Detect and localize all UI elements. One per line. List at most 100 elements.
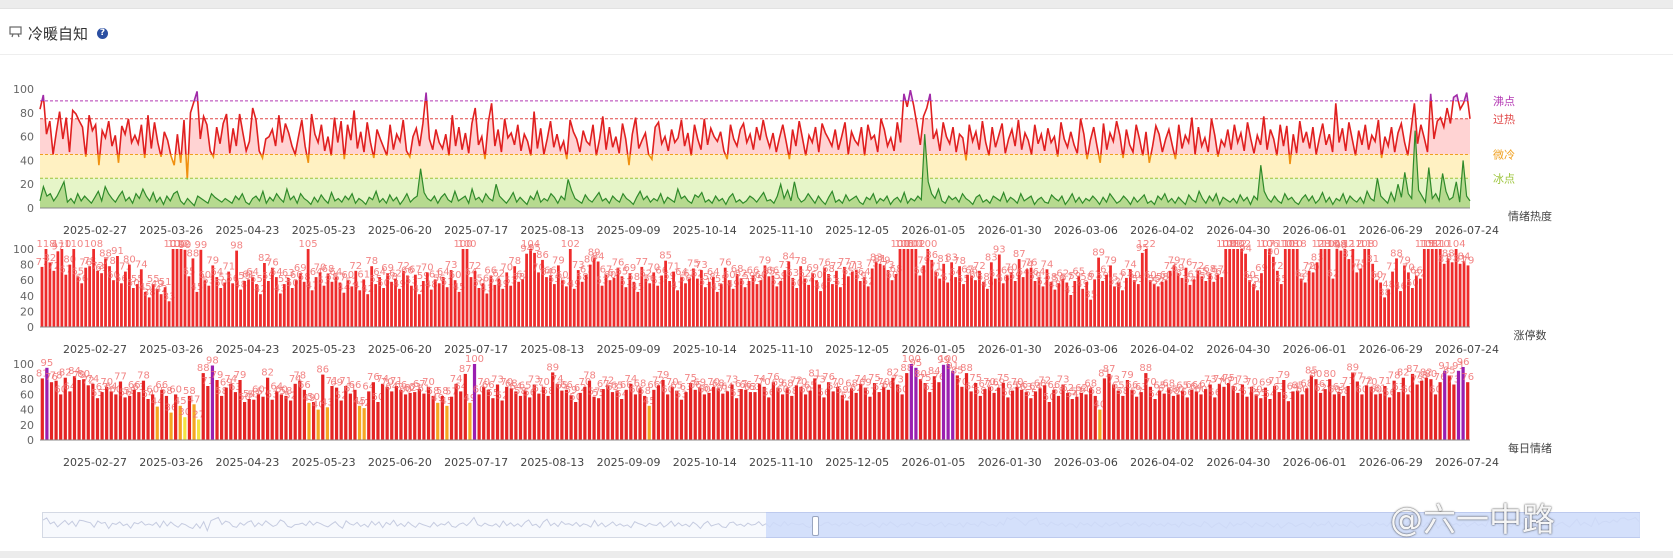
bar <box>803 394 808 440</box>
bar <box>197 419 201 440</box>
bar-data-label: 79 <box>1168 255 1181 266</box>
bar-data-label: 55 <box>369 274 382 285</box>
bar-data-label: 61 <box>242 269 255 280</box>
bar-data-label: 70 <box>314 262 327 273</box>
bar-data-label: 52 <box>560 276 573 287</box>
bar <box>1433 394 1438 440</box>
bar-data-label: 102 <box>906 239 925 250</box>
bar <box>489 275 493 327</box>
bar-data-label: 108 <box>1216 239 1235 250</box>
bar-data-label: 70 <box>421 262 434 273</box>
bar-data-label: 59 <box>1029 271 1042 282</box>
bar-data-label: 74 <box>551 374 564 385</box>
bar-data-label: 64 <box>437 267 450 278</box>
bar-data-label: 68 <box>1203 264 1216 275</box>
bar-data-label: 87 <box>1103 364 1116 375</box>
bar-data-label: 82 <box>1397 368 1410 379</box>
bar-data-label: 57 <box>334 273 347 284</box>
bar <box>615 390 619 440</box>
bar <box>1121 395 1125 440</box>
bar-data-label: 81 <box>1438 254 1451 265</box>
bar-data-label: 43 <box>481 284 494 295</box>
bar <box>1318 392 1323 440</box>
bar-data-label: 58 <box>123 386 136 397</box>
help-icon[interactable]: ? <box>97 28 108 39</box>
bar <box>776 387 780 440</box>
bar <box>608 280 612 327</box>
bar-data-label: 76 <box>266 258 279 269</box>
bar <box>1263 387 1267 440</box>
bar <box>787 261 791 327</box>
bar-data-label: 50 <box>238 392 251 403</box>
bar <box>633 394 638 440</box>
bar-data-label: 51 <box>620 277 633 288</box>
bar <box>279 394 284 440</box>
bar <box>1065 282 1069 327</box>
bar <box>1309 375 1313 440</box>
bar <box>146 399 150 440</box>
bar-data-label: 68 <box>890 264 903 275</box>
bar-data-label: 68 <box>731 264 744 275</box>
bar-data-label: 60 <box>556 270 569 281</box>
bar-data-label: 100 <box>453 239 472 250</box>
bar <box>441 277 445 327</box>
bar <box>661 380 665 440</box>
bar <box>192 404 196 440</box>
datazoom-handle[interactable] <box>812 516 819 536</box>
bar-data-label: 64 <box>270 381 283 392</box>
bar <box>528 397 532 440</box>
bar-data-label: 50 <box>790 278 803 289</box>
bar <box>684 283 687 327</box>
bar <box>1204 389 1208 440</box>
datazoom-selection[interactable] <box>766 512 1640 538</box>
bar <box>680 277 683 327</box>
bar <box>783 270 787 327</box>
bar-data-label: 75 <box>684 373 697 384</box>
bar-data-label: 53 <box>266 390 279 401</box>
x-tick-label: 2025-06-20 <box>368 224 432 237</box>
bar <box>1369 386 1373 440</box>
bar <box>1196 270 1200 327</box>
bar-data-label: 65 <box>670 381 683 392</box>
bar <box>1395 258 1398 327</box>
bar-data-label: 86 <box>536 250 549 261</box>
bar-data-label: 62 <box>1231 383 1244 394</box>
bar-data-label: 68 <box>1084 378 1097 389</box>
bar-data-label: 64 <box>540 267 553 278</box>
bar-data-label: 73 <box>850 260 863 271</box>
bar-data-label: 51 <box>834 277 847 288</box>
bar <box>1447 375 1451 440</box>
bar <box>45 367 49 440</box>
bar-data-label: 81 <box>36 368 49 379</box>
bar <box>1200 276 1204 327</box>
bar-data-label: 68 <box>1300 378 1313 389</box>
bar <box>1135 396 1139 440</box>
bar <box>1109 265 1112 327</box>
bar-data-label: 63 <box>408 382 421 393</box>
bar-data-label: 80 <box>1310 369 1323 380</box>
bar-data-label: 74 <box>625 374 638 385</box>
bar-data-label: 56 <box>75 273 88 284</box>
bar-data-label: 63 <box>749 382 762 393</box>
bar <box>1070 399 1074 440</box>
bar-data-label: 48 <box>425 280 438 291</box>
bar-data-label: 58 <box>1080 272 1093 283</box>
bar-data-label: 66 <box>882 380 895 391</box>
bar-data-label: 85 <box>1443 365 1456 376</box>
bar-data-label: 72 <box>349 261 362 272</box>
bar <box>1162 393 1166 440</box>
bar <box>587 380 592 440</box>
bar-data-label: 83 <box>945 252 958 263</box>
bar <box>546 395 550 440</box>
bar <box>1107 373 1111 440</box>
bar-data-label: 47 <box>353 280 366 291</box>
bar-data-label: 63 <box>608 268 621 279</box>
bar-data-label: 60 <box>110 384 123 395</box>
bar-data-label: 100 <box>167 239 186 250</box>
bar <box>251 277 254 327</box>
bar <box>370 266 374 327</box>
bar-data-label: 47 <box>671 280 684 291</box>
bar-data-label: 79 <box>73 370 86 381</box>
bar <box>675 390 679 440</box>
bar <box>406 275 409 327</box>
